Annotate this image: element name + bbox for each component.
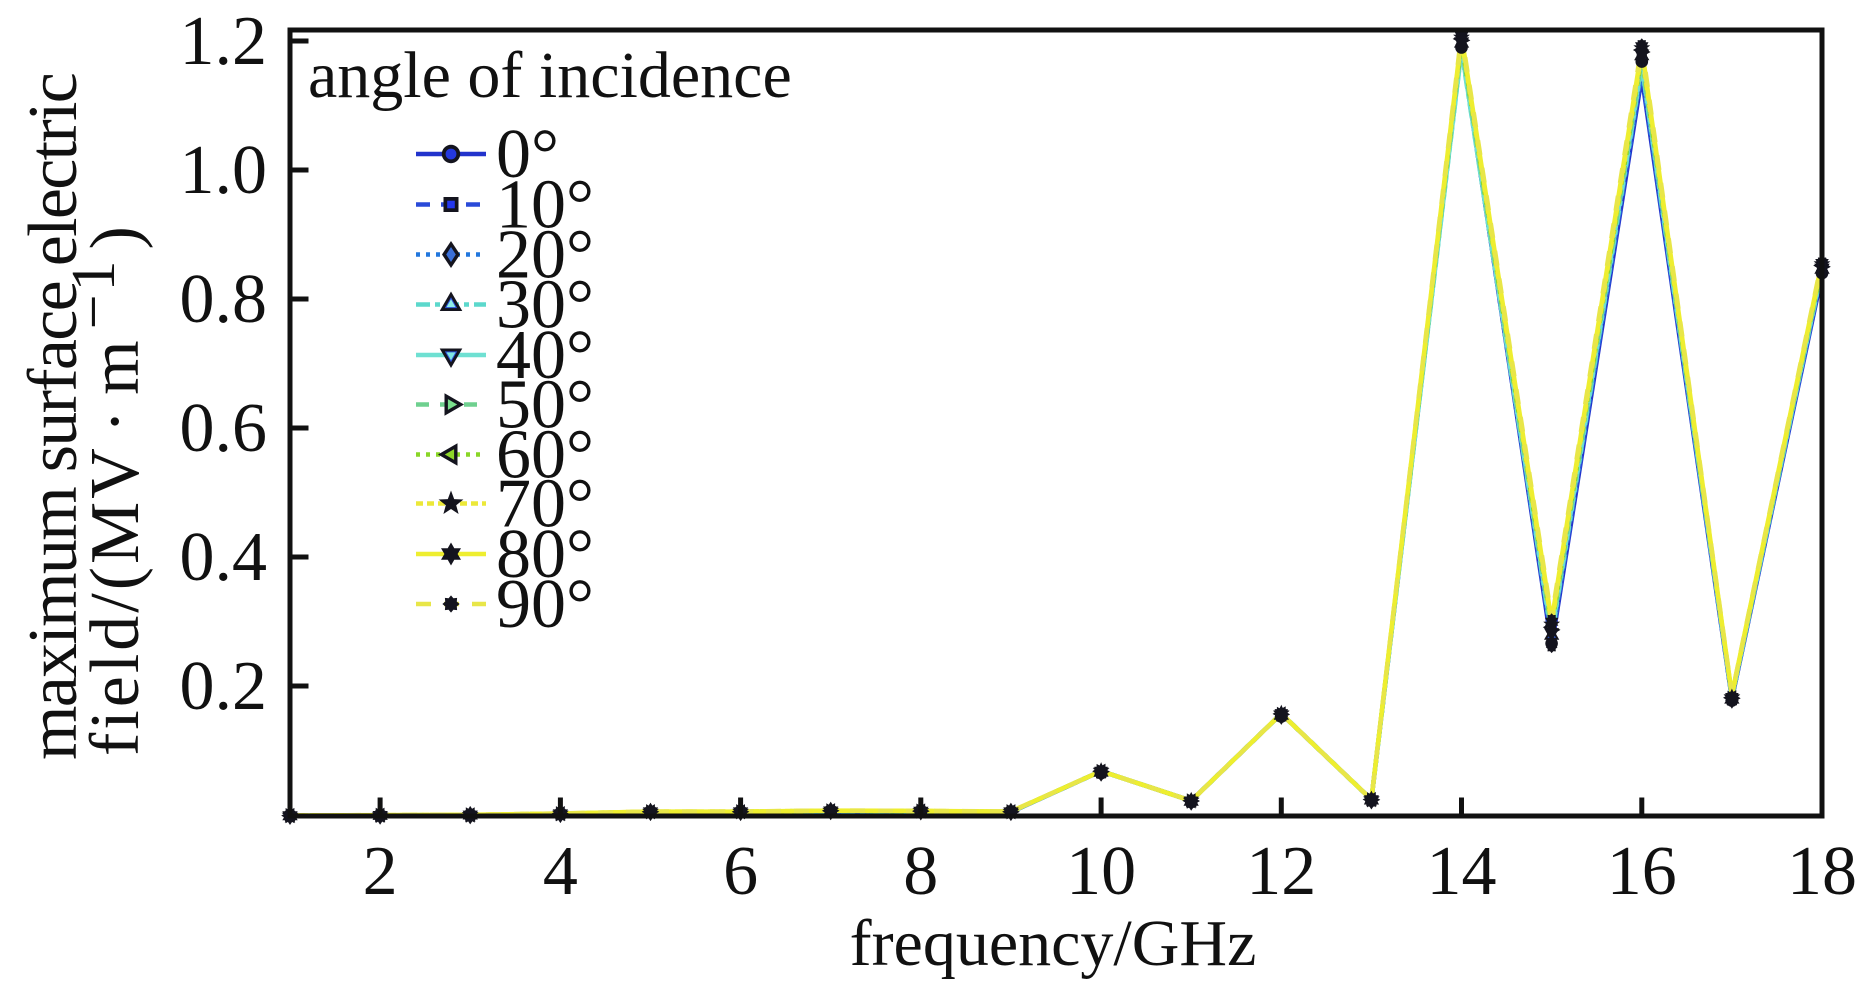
svg-text:70°: 70° xyxy=(496,466,594,543)
svg-text:40°: 40° xyxy=(496,317,594,394)
svg-text:30°: 30° xyxy=(496,267,594,344)
svg-text:1.0: 1.0 xyxy=(180,132,268,209)
svg-text:0.8: 0.8 xyxy=(180,261,268,338)
svg-text:frequency/GHz: frequency/GHz xyxy=(850,907,1257,980)
svg-text:20°: 20° xyxy=(496,217,594,294)
svg-text:maximum surface electric: maximum surface electric xyxy=(15,74,92,760)
svg-text:1.2: 1.2 xyxy=(180,3,268,80)
svg-text:angle of incidence: angle of incidence xyxy=(308,39,792,112)
svg-text:18: 18 xyxy=(1787,833,1857,910)
svg-text:0°: 0° xyxy=(496,116,559,193)
svg-text:50°: 50° xyxy=(496,367,594,444)
svg-text:4: 4 xyxy=(543,833,578,910)
svg-text:16: 16 xyxy=(1607,833,1677,910)
svg-text:90°: 90° xyxy=(496,566,594,643)
svg-text:14: 14 xyxy=(1427,833,1497,910)
svg-text:0.6: 0.6 xyxy=(180,390,268,467)
svg-text:10°: 10° xyxy=(496,167,594,244)
svg-text:60°: 60° xyxy=(496,417,594,494)
svg-text:12: 12 xyxy=(1246,833,1316,910)
svg-text:0.4: 0.4 xyxy=(180,519,268,596)
svg-text:2: 2 xyxy=(363,833,398,910)
svg-text:8: 8 xyxy=(903,833,938,910)
svg-text:10: 10 xyxy=(1066,833,1136,910)
svg-text:6: 6 xyxy=(723,833,758,910)
svg-text:0.2: 0.2 xyxy=(180,648,268,725)
svg-text:80°: 80° xyxy=(496,516,594,593)
